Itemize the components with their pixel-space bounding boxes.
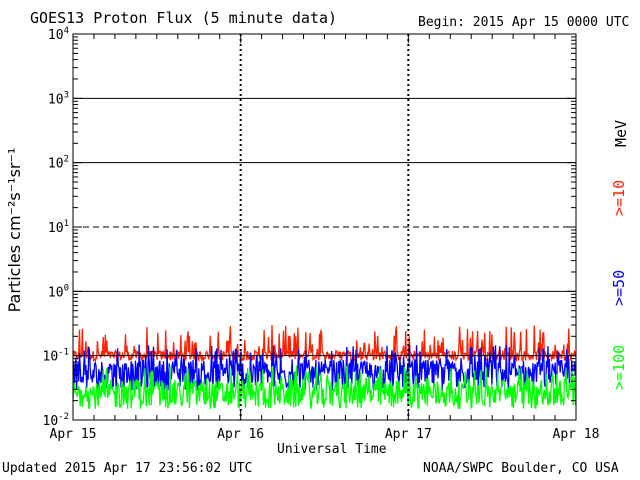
updated-timestamp: Updated 2015 Apr 17 23:56:02 UTC	[2, 461, 253, 476]
series-line-1	[72, 344, 577, 392]
begin-label: Begin: 2015 Apr 15 0000 UTC	[418, 15, 630, 30]
x-axis-label: Universal Time	[277, 442, 387, 457]
credit-label: NOAA/SWPC Boulder, CO USA	[423, 461, 619, 476]
legend-ge100: >=100	[610, 344, 628, 390]
legend-ge50: >=50	[610, 269, 628, 306]
y-tick-label: 103	[48, 90, 69, 107]
y-axis-label: Particles cm⁻²s⁻¹sr⁻¹	[5, 148, 24, 313]
x-tick-label: Apr 15	[50, 427, 97, 442]
y-tick-label: 104	[48, 26, 69, 43]
y-tick-label: 100	[48, 283, 69, 300]
chart-title: GOES13 Proton Flux (5 minute data)	[30, 9, 338, 27]
y-tick-label: 10-1	[43, 348, 70, 365]
plot-frame	[72, 33, 577, 421]
legend-ge10: >=10	[610, 179, 628, 216]
x-tick-label: Apr 17	[385, 427, 432, 442]
y-tick-label: 101	[48, 219, 69, 236]
legend-unit-mev: MeV	[612, 119, 630, 147]
y-tick-label: 10-2	[43, 412, 70, 429]
x-tick-label: Apr 18	[553, 427, 600, 442]
y-tick-label: 102	[48, 155, 69, 172]
series-line-2	[72, 365, 577, 410]
x-tick-label: Apr 16	[217, 427, 264, 442]
